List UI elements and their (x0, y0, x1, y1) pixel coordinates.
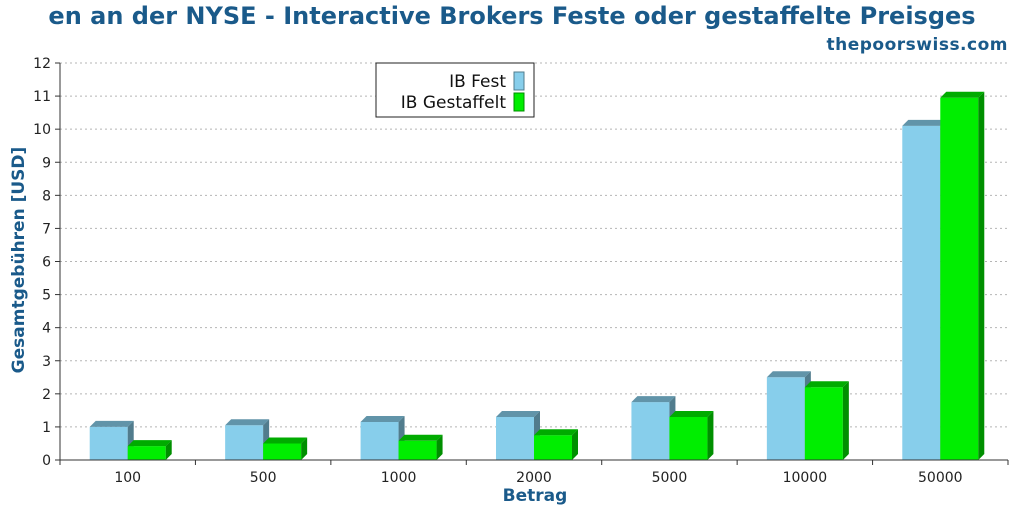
legend-swatch (513, 71, 525, 91)
y-tick-label: 9 (42, 155, 51, 171)
chart-title: en an der NYSE - Interactive Brokers Fes… (48, 2, 976, 30)
bar-top (534, 429, 578, 436)
bar-side (301, 437, 308, 460)
bar-top (669, 410, 714, 417)
bar-top (496, 410, 540, 417)
x-tick-label: 500 (250, 470, 277, 486)
bar-ib-fest (902, 119, 947, 460)
bar-top (89, 420, 134, 427)
bar-front (225, 425, 264, 460)
bar-top (766, 371, 811, 378)
bar-side (707, 410, 714, 460)
bar-front (398, 440, 437, 460)
y-axis-title: Gesamtgebühren [USD] (9, 147, 29, 374)
y-tick-label: 0 (42, 453, 51, 469)
bar-ib-gestaffelt (804, 381, 849, 460)
bar-ib-gestaffelt (940, 91, 985, 461)
bar-top (127, 440, 172, 447)
x-tick-label: 2000 (516, 470, 552, 486)
bars (89, 91, 985, 461)
y-tick-label: 3 (42, 354, 51, 370)
bar-top (263, 437, 308, 444)
bar-top (225, 419, 270, 426)
x-tick-label: 50000 (918, 470, 963, 486)
bar-ib-gestaffelt (127, 440, 172, 460)
bar-side (436, 434, 443, 460)
x-tick-label: 1000 (381, 470, 417, 486)
bar-side (165, 440, 172, 460)
bar-ib-fest (766, 371, 811, 460)
watermark: thepoorswiss.com (826, 35, 1008, 55)
legend-box (375, 62, 535, 118)
bar-front (902, 125, 941, 460)
y-tick-label: 10 (33, 122, 51, 138)
bar-ib-fest (496, 410, 540, 460)
x-tick-label: 100 (114, 470, 141, 486)
bar-side (572, 429, 578, 460)
bar-front (766, 377, 805, 460)
bar-front (127, 446, 166, 460)
bar-front (89, 426, 128, 460)
bar-top (902, 119, 947, 126)
legend-label: IB Gestaffelt (401, 93, 507, 113)
y-tick-label: 4 (42, 321, 51, 337)
bar-front (804, 387, 843, 460)
y-tick-label: 1 (42, 420, 51, 436)
y-tick-label: 2 (42, 387, 51, 403)
bar-ib-fest (631, 396, 676, 460)
bar-front (534, 435, 572, 460)
x-axis-title: Betrag (503, 486, 568, 506)
bar-top (804, 381, 849, 388)
bar-ib-fest (360, 415, 405, 460)
y-tick-label: 5 (42, 288, 51, 304)
bar-top (398, 434, 443, 441)
legend-swatch (513, 92, 525, 112)
bar-side (978, 91, 985, 461)
bar-top (940, 91, 985, 98)
bar-side (842, 381, 849, 460)
bar-front (496, 416, 534, 460)
bar-front (940, 97, 979, 461)
bar-front (263, 443, 302, 460)
bar-ib-fest (225, 419, 270, 460)
bar-top (631, 396, 676, 403)
bar-front (360, 421, 399, 460)
bar-ib-fest (89, 420, 134, 460)
bar-ib-gestaffelt (398, 434, 443, 460)
x-tick-label: 10000 (783, 470, 828, 486)
y-tick-label: 8 (42, 188, 51, 204)
y-tick-label: 11 (33, 89, 51, 105)
bar-ib-gestaffelt (534, 429, 578, 460)
legend-label: IB Fest (449, 72, 506, 92)
y-tick-label: 6 (42, 255, 51, 271)
bar-top (360, 415, 405, 422)
x-tick-label: 5000 (652, 470, 688, 486)
y-tick-label: 7 (42, 221, 51, 237)
bar-front (631, 402, 670, 460)
bar-front (669, 416, 708, 460)
bar-ib-gestaffelt (669, 410, 714, 460)
bar-ib-gestaffelt (263, 437, 308, 460)
y-tick-label: 12 (33, 56, 51, 72)
grid-lines (60, 62, 1008, 428)
